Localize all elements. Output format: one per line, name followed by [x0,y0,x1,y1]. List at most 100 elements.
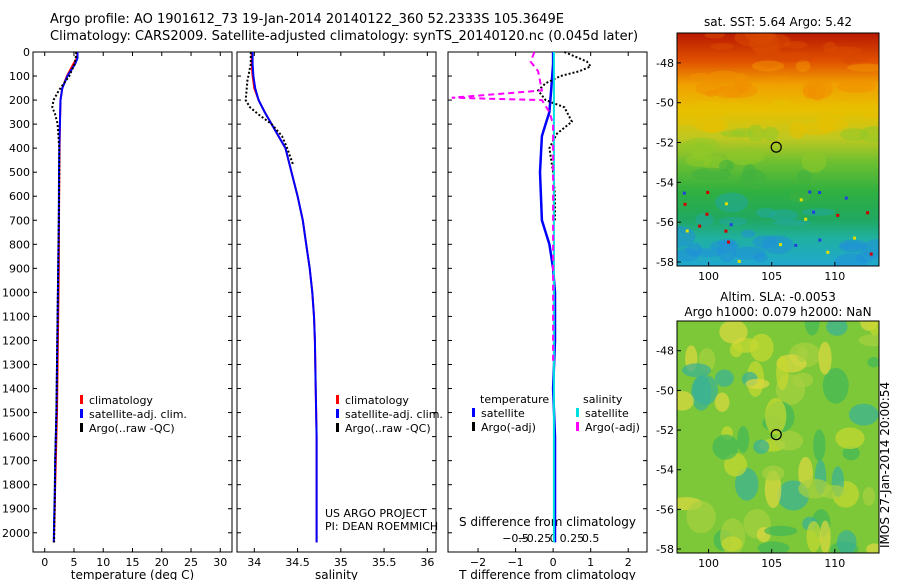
temperature-xtick-label: 30 [213,556,227,569]
sla-texture-patch [729,342,743,358]
profile-panel-temperature: 0100200300400500600700800900100011001200… [2,46,233,580]
sst-pixel-speck [724,202,728,206]
salinity-annotation-line: PI: DEAN ROEMMICH [325,520,438,533]
sla-texture-patch [735,467,759,501]
depth-tick-label: 1500 [2,407,30,420]
header-line-1: Argo profile: AO 1901612_73 19-Jan-2014 … [50,12,564,27]
sst-pixel-speck [705,212,709,216]
sla-texture-patch [686,500,716,534]
sla-texture-patch [813,429,826,462]
sst-texture-patch [726,147,765,166]
difference-series-temperature-argo-adj- [536,51,593,221]
sst_map-ytick-label: -48 [656,57,674,70]
sla-texture-patch [714,392,730,412]
salinity-legend-swatch [336,423,339,432]
salinity-legend-swatch [336,409,339,418]
sst-texture-patch [842,49,856,65]
sst-texture-patch [768,102,797,112]
salinity-series-argo-raw-qc- [244,52,295,166]
difference-legend-swatch [576,422,579,431]
sst-pixel-speck [818,191,822,195]
sla-map-frame [676,320,880,554]
sst-texture-patch [677,143,693,151]
sst-pixel-speck [682,191,686,195]
salinity-legend-swatch [336,395,339,404]
depth-tick-label: 1200 [2,334,30,347]
sla-texture-patch [868,321,879,337]
sla-texture-patch [819,520,831,553]
sst-texture-patch [773,219,811,226]
sst-texture-patch [797,169,812,183]
sst-texture-patch [691,167,732,181]
difference-axes-frame [447,51,648,553]
depth-tick-label: 700 [9,214,30,227]
sst-texture-patch [751,60,785,72]
sst-texture-patch [677,225,696,248]
temperature-xlabel: temperature (deg C) [71,568,194,580]
temperature-legend-label: satellite-adj. clim. [89,408,187,421]
depth-tick-label: 1800 [2,479,30,492]
salinity-xtick-label: 35.5 [372,556,397,569]
difference-series-salinity-argo-adj- [451,51,555,365]
sst-pixel-speck [812,210,816,214]
sla_map-argo-location-marker [770,429,782,441]
sst-texture-patch [829,102,855,117]
depth-tick-label: 1100 [2,310,30,323]
depth-tick-label: 200 [9,94,30,107]
sst-pixel-speck [804,217,808,221]
sst-texture-patch [855,251,875,263]
sst-pixel-speck [844,196,848,200]
sst-texture-patch [762,126,779,141]
imos-side-label: IMOS 27-Jan-2014 20:00:54 [878,382,892,548]
sst-map: sat. SST: 5.64 Argo: 5.42 100 105 110 -48 -5… [656,15,880,283]
profile-panel-difference: −2 −1 0 1 2T difference from climatology −0.5… [447,51,648,580]
sst-texture-patch [694,117,729,133]
salinity-xlabel: salinity [315,568,358,580]
sla-texture-patch [822,367,849,404]
sst-texture-patch [772,98,792,106]
sst-texture-patch [704,33,725,39]
sla_map-ytick-label: -56 [656,503,674,516]
depth-tick-label: 1900 [2,503,30,516]
sla_map-xtick-label: 110 [824,557,845,570]
sla_map-ytick-label: -50 [656,384,674,397]
depth-tick-label: 1600 [2,431,30,444]
sla-texture-patch [776,355,789,391]
sst-texture-patch [739,169,767,190]
salinity-series-satellite-adj-clim- [251,52,318,543]
temperature-xtick-label: 15 [126,556,140,569]
sst_map-xtick-label: 100 [698,270,719,283]
temperature-legend-swatch [80,409,83,418]
sla_map-ytick-label: -58 [656,543,674,556]
salinity-xtick-label: 34.5 [285,556,310,569]
difference-xtick-label: 0 [550,556,557,569]
sla_map-xtick-label: 105 [761,557,782,570]
sst-texture-patch [795,59,811,73]
salinity-axes-frame [236,51,437,553]
salinity-legend-label: satellite-adj. clim. [345,408,443,421]
sla-texture-patch [774,430,804,451]
sst-pixel-speck [706,190,710,194]
sst-map-title: sat. SST: 5.64 Argo: 5.42 [704,15,852,29]
difference-legend-swatch [472,422,475,431]
sst-texture-patch [768,209,799,222]
sst-texture-patch [707,70,741,85]
temperature-xtick-label: 5 [70,556,77,569]
sla-texture-patch [792,372,814,388]
sla-texture-patch [677,391,694,411]
sla-texture-patch [753,439,770,454]
sst-texture-patch [801,151,827,173]
depth-tick-label: 500 [9,166,30,179]
sla-texture-patch [804,321,820,336]
sla-texture-patch [712,434,739,460]
sst-texture-patch [718,217,748,226]
depth-tick-label: 1000 [2,286,30,299]
sst_map-xtick-label: 105 [761,270,782,283]
salinity-legend-label: Argo(..raw -QC) [345,422,431,435]
temperature-legend-swatch [80,423,83,432]
salinity-xtick-label: 36 [420,556,434,569]
difference-xtick-label: 1 [587,556,594,569]
sst-texture-patch [761,235,794,255]
sla-texture-patch [848,403,879,426]
depth-tick-label: 800 [9,238,30,251]
